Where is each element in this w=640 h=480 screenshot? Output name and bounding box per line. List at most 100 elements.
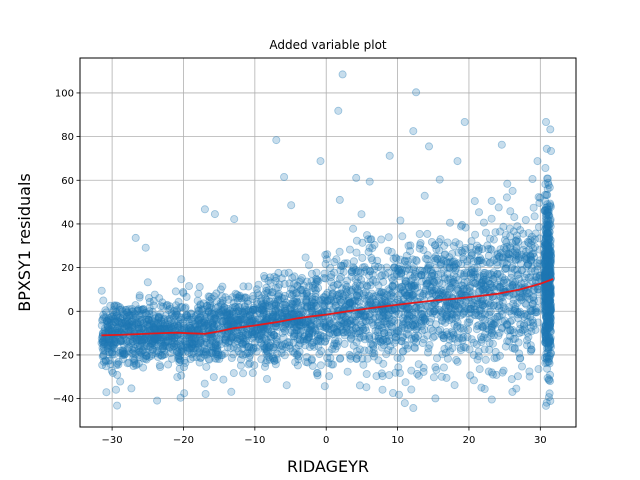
scatter-point (431, 241, 440, 250)
scatter-point (355, 381, 364, 390)
scatter-point (292, 294, 301, 303)
scatter-point (425, 340, 434, 349)
scatter-point (219, 375, 228, 384)
scatter-point (278, 323, 287, 332)
scatter-point (383, 246, 392, 255)
scatter-point (253, 325, 262, 334)
scatter-point (439, 334, 448, 343)
scatter-point (409, 127, 418, 136)
scatter-point (402, 260, 411, 269)
scatter-point (172, 310, 181, 319)
scatter-point (206, 301, 215, 310)
scatter-point (263, 351, 272, 360)
scatter-point (202, 313, 211, 322)
scatter-point (176, 356, 185, 365)
scatter-point (114, 360, 123, 369)
scatter-point (493, 302, 502, 311)
scatter-point (529, 296, 538, 305)
scatter-point (262, 310, 271, 319)
x-tick-label: −20 (173, 435, 194, 446)
scatter-point (544, 393, 553, 402)
scatter-point (265, 308, 274, 317)
scatter-point (408, 291, 417, 300)
scatter-point (469, 376, 478, 385)
scatter-point (468, 268, 477, 277)
scatter-point (305, 333, 314, 342)
scatter-point (200, 345, 209, 354)
scatter-point (371, 298, 380, 307)
scatter-point (542, 401, 551, 410)
scatter-point (146, 318, 155, 327)
scatter-point (155, 336, 164, 345)
scatter-point (186, 323, 195, 332)
scatter-point (98, 315, 107, 324)
scatter-point (309, 298, 318, 307)
scatter-point (368, 256, 377, 265)
scatter-point (143, 278, 152, 287)
scatter-point (326, 353, 335, 362)
scatter-point (390, 263, 399, 272)
scatter-point (522, 253, 531, 262)
scatter-point (393, 264, 402, 273)
y-tick-label: −20 (53, 350, 74, 361)
scatter-point (415, 229, 424, 238)
scatter-point (443, 354, 452, 363)
scatter-point (486, 317, 495, 326)
scatter-point (375, 288, 384, 297)
scatter-point (510, 213, 519, 222)
scatter-point (417, 270, 426, 279)
scatter-point (129, 354, 138, 363)
scatter-point (343, 318, 352, 327)
scatter-point (460, 307, 469, 316)
scatter-point (495, 283, 504, 292)
scatter-point (378, 372, 387, 381)
scatter-point (310, 324, 319, 333)
scatter-point (534, 365, 543, 374)
scatter-point (530, 212, 539, 221)
scatter-point (266, 341, 275, 350)
scatter-point (508, 277, 517, 286)
scatter-point (508, 387, 517, 396)
scatter-point (460, 302, 469, 311)
scatter-point (448, 299, 457, 308)
scatter-point (429, 373, 438, 382)
scatter-point (416, 289, 425, 298)
scatter-point (507, 375, 516, 384)
scatter-point (526, 251, 535, 260)
scatter-point (428, 288, 437, 297)
scatter-point (413, 369, 422, 378)
y-tick-label: 20 (61, 263, 74, 274)
scatter-point (512, 384, 521, 393)
scatter-point (362, 369, 371, 378)
y-axis-label: BPXSY1 residuals (15, 173, 34, 312)
scatter-point (344, 296, 353, 305)
scatter-point (477, 279, 486, 288)
scatter-point (280, 172, 289, 181)
scatter-point (201, 347, 210, 356)
scatter-point (381, 334, 390, 343)
scatter-point (437, 307, 446, 316)
scatter-point (282, 381, 291, 390)
scatter-point (458, 220, 467, 229)
scatter-point (236, 331, 245, 340)
scatter-point (499, 222, 508, 231)
scatter-point (351, 275, 360, 284)
scatter-point (145, 352, 154, 361)
scatter-point (457, 246, 466, 255)
scatter-point (107, 366, 116, 375)
scatter-point (408, 308, 417, 317)
scatter-point (248, 305, 257, 314)
scatter-point (503, 179, 512, 188)
scatter-point (444, 304, 453, 313)
scatter-point (134, 323, 143, 332)
scatter-point (356, 268, 365, 277)
scatter-point (470, 263, 479, 272)
scatter-point (327, 292, 336, 301)
scatter-point (344, 293, 353, 302)
scatter-point (411, 255, 420, 264)
scatter-point (327, 284, 336, 293)
scatter-point (524, 333, 533, 342)
scatter-point (373, 327, 382, 336)
scatter-point (307, 277, 316, 286)
scatter-point (511, 236, 520, 245)
